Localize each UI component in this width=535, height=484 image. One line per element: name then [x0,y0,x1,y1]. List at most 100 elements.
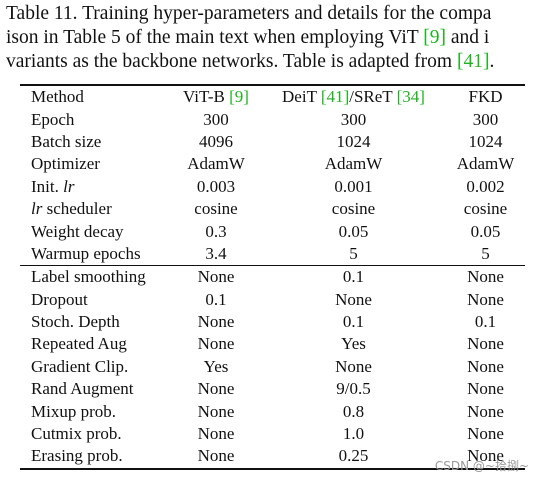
table-cell: None [197,424,235,444]
caption-line: variants as the backbone networks. Table… [6,50,535,74]
row-label: Mixup prob. [31,401,116,421]
table-row: lr scheduler cosine cosine cosine [20,198,525,220]
table-row: Init. lr 0.003 0.001 0.002 [20,176,525,198]
header-text: DeiT [282,87,321,107]
table-row: Epoch 300 300 300 [20,108,525,130]
table-cell: cosine [194,199,238,219]
caption-text: and i [445,27,490,48]
header-text: [34] [396,87,425,107]
table-row: Weight decay 0.3 0.05 0.05 [20,220,525,242]
header-text: [9] [229,87,249,107]
table-cell: 300 [472,109,499,129]
header-cell: DeiT [41]/SReT [34] [261,85,446,108]
row-label: Epoch [31,109,75,129]
table-row: Stoch. Depth None 0.1 0.1 [20,311,525,333]
table-cell: None [467,446,504,466]
table-cell: 300 [203,109,229,129]
caption: Table 11. Training hyper-parameters and … [6,2,535,74]
caption-text: . [489,51,495,72]
caption-line: Table 11. Training hyper-parameters and … [6,2,535,26]
table-cell: 0.1 [342,267,365,287]
header-text: FKD [468,87,503,107]
header-row: Method ViT-B [9] DeiT [41]/SReT [34] FKD [20,85,525,108]
table-cell: cosine [463,199,508,219]
table-cell: None [467,424,504,444]
row-group: Epoch 300 300 300 Batch size 4096 1024 1024 Opti… [20,108,525,265]
row-label: lr scheduler [20,198,171,220]
row-group: Label smoothing None 0.1 None Dropout 0.1 None… [20,265,525,469]
table-cell: 0.1 [205,289,227,309]
table-cell: 3.4 [205,243,227,263]
table-row: Rand Augment None 9/0.5 None [20,378,525,400]
table-cell: None [197,379,235,399]
table-cell: None [197,334,235,354]
table-cell: None [467,356,504,376]
table-cell: None [467,401,504,421]
row-label: Dropout [31,289,88,309]
row-label: Gradient Clip. [31,356,129,376]
table-header: Method ViT-B [9] DeiT [41]/SReT [34] FKD [20,85,525,108]
row-label: Cutmix prob. [31,424,122,444]
table-cell: 0.003 [196,176,236,196]
table-cell: 1.0 [342,424,365,444]
row-label: Rand Augment [31,379,134,399]
table-row: Repeated Aug None Yes None [20,333,525,355]
row-label: Repeated Aug [31,334,127,354]
table-cell: 0.002 [466,176,505,196]
table-row: Batch size 4096 1024 1024 [20,131,525,153]
header-cell: ViT-B [9] [171,85,261,108]
row-label: Weight decay [31,221,124,241]
header-text: ViT-B [183,87,230,107]
table-cell: Yes [203,356,229,376]
table-cell: None [467,267,504,287]
table-cell: 5 [349,243,358,263]
row-label: Optimizer [31,154,100,174]
table-cell: None [197,446,235,466]
table-cell: None [197,267,235,287]
table-cell: cosine [331,199,376,219]
table-row: Dropout 0.1 None None [20,289,525,311]
row-label: Warmup epochs [31,243,141,263]
table-cell: None [335,289,372,309]
table-cell: None [467,379,504,399]
row-label: Stoch. Depth [31,312,120,332]
caption-text: [41] [456,51,490,72]
table-cell: 300 [340,109,367,129]
table-cell: None [467,289,504,309]
table-cell: 0.001 [334,176,373,196]
caption-text: variants as the backbone networks. Table… [6,51,457,72]
label-part: lr [31,199,43,219]
table-cell: 9/0.5 [336,379,371,399]
table-row: Warmup epochs 3.4 5 5 [20,243,525,266]
watermark: CSDN @~拾捌~ [434,459,529,473]
caption-text: ison in Table 5 of the main text when em… [6,27,424,48]
table-cell: AdamW [187,154,245,174]
header-cell: FKD [446,85,525,108]
label-part: scheduler [42,199,112,219]
table-cell: Yes [341,334,366,354]
caption-text: Table 11. Training hyper-parameters and … [6,3,492,24]
table-cell: None [197,312,235,332]
table-row: Erasing prob. None 0.25 None [20,445,525,469]
table-cell: 5 [481,243,490,263]
table-row: Optimizer AdamW AdamW AdamW [20,153,525,175]
hyperparameter-table: Method ViT-B [9] DeiT [41]/SReT [34] FKD Ep… [20,84,525,470]
label-part: lr [63,176,75,196]
row-label: Init. lr [20,176,171,198]
header-text: [41] [320,87,350,107]
table-cell: 1024 [336,131,371,151]
table-cell: AdamW [324,154,383,174]
header-text: /SReT [349,87,397,107]
table-cell: 4096 [199,131,233,151]
table-cell: 0.8 [342,401,365,421]
header-text: Method [31,87,84,107]
table-cell: 0.1 [342,312,365,332]
header-cell: Method [20,85,171,108]
caption-line: ison in Table 5 of the main text when em… [6,26,535,50]
table-cell: 0.05 [338,221,369,241]
table-cell: 1024 [468,131,503,151]
table-cell: AdamW [456,154,515,174]
row-label: Label smoothing [31,267,146,287]
row-label: Batch size [31,131,102,151]
table-cell: None [335,356,372,376]
